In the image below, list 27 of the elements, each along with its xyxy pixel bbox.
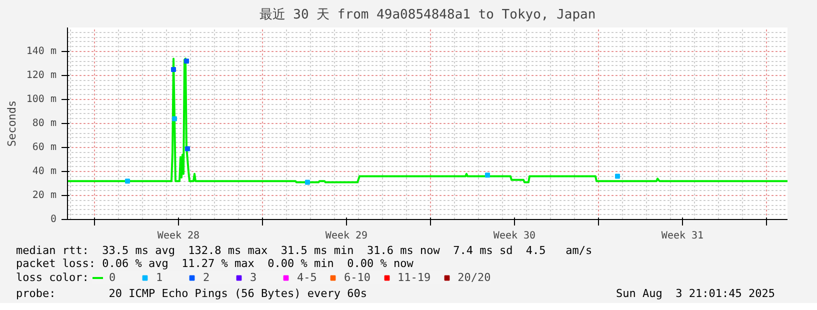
y-tick-label: 140 m xyxy=(26,46,57,57)
x-tick-label: Week 28 xyxy=(157,230,200,242)
legend-label: 20/20 xyxy=(458,271,491,284)
legend-label: 4-5 xyxy=(297,271,317,284)
legend-label: 1 xyxy=(156,271,164,284)
y-tick-label: 120 m xyxy=(26,70,57,81)
x-tick-label: Week 31 xyxy=(661,230,704,242)
legend-label: 11-19 xyxy=(398,271,431,284)
legend-label: 3 xyxy=(250,271,258,284)
text: Sun Aug 3 21:01:45 2025 xyxy=(616,287,776,300)
chart-title: 最近 30 天 from 49a0854848a1 to Tokyo, Japan xyxy=(259,8,596,22)
legend-label: 0 xyxy=(109,271,117,284)
y-tick-label: 40 m xyxy=(32,166,57,177)
y-tick-label: 100 m xyxy=(26,94,57,105)
legend-label: 2 xyxy=(203,271,211,284)
y-axis-title: Seconds xyxy=(5,100,18,147)
y-tick-label: 20 m xyxy=(32,190,57,201)
text: packet loss: 0.06 % avg 11.27 % max 0.00 % min 0.00 % now xyxy=(16,257,414,270)
y-tick-label: 80 m xyxy=(32,118,57,129)
legend-title: loss color: xyxy=(16,271,89,284)
legend-label: 6-10 xyxy=(344,271,370,284)
text: median rtt: 33.5 ms avg 132.8 ms max 31.5 ms min 31.6 ms now 7.4 ms sd 4.5 am/s xyxy=(16,244,592,257)
y-tick-label: 0 xyxy=(50,214,57,225)
x-tick-label: Week 30 xyxy=(493,230,536,242)
y-tick-label: 60 m xyxy=(32,142,57,153)
x-tick-label: Week 29 xyxy=(325,230,368,242)
text: probe: 20 ICMP Echo Pings (56 Bytes) every 60s xyxy=(16,287,368,300)
